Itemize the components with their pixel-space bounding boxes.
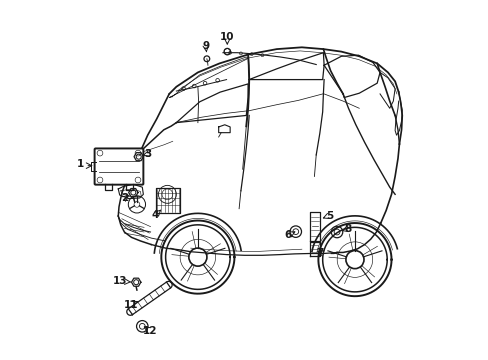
Text: 5: 5 — [325, 211, 333, 221]
Text: 8: 8 — [344, 224, 351, 234]
Text: 13: 13 — [112, 276, 126, 286]
Text: 7: 7 — [315, 248, 323, 258]
Text: 6: 6 — [284, 230, 290, 239]
Text: 2: 2 — [121, 193, 128, 203]
Text: 12: 12 — [143, 325, 158, 336]
Text: 11: 11 — [123, 300, 138, 310]
Text: 1: 1 — [77, 159, 84, 169]
FancyBboxPatch shape — [94, 148, 143, 185]
Text: 4: 4 — [152, 210, 159, 220]
Text: 10: 10 — [220, 32, 234, 42]
Text: 3: 3 — [144, 149, 152, 159]
Text: 9: 9 — [202, 41, 209, 51]
